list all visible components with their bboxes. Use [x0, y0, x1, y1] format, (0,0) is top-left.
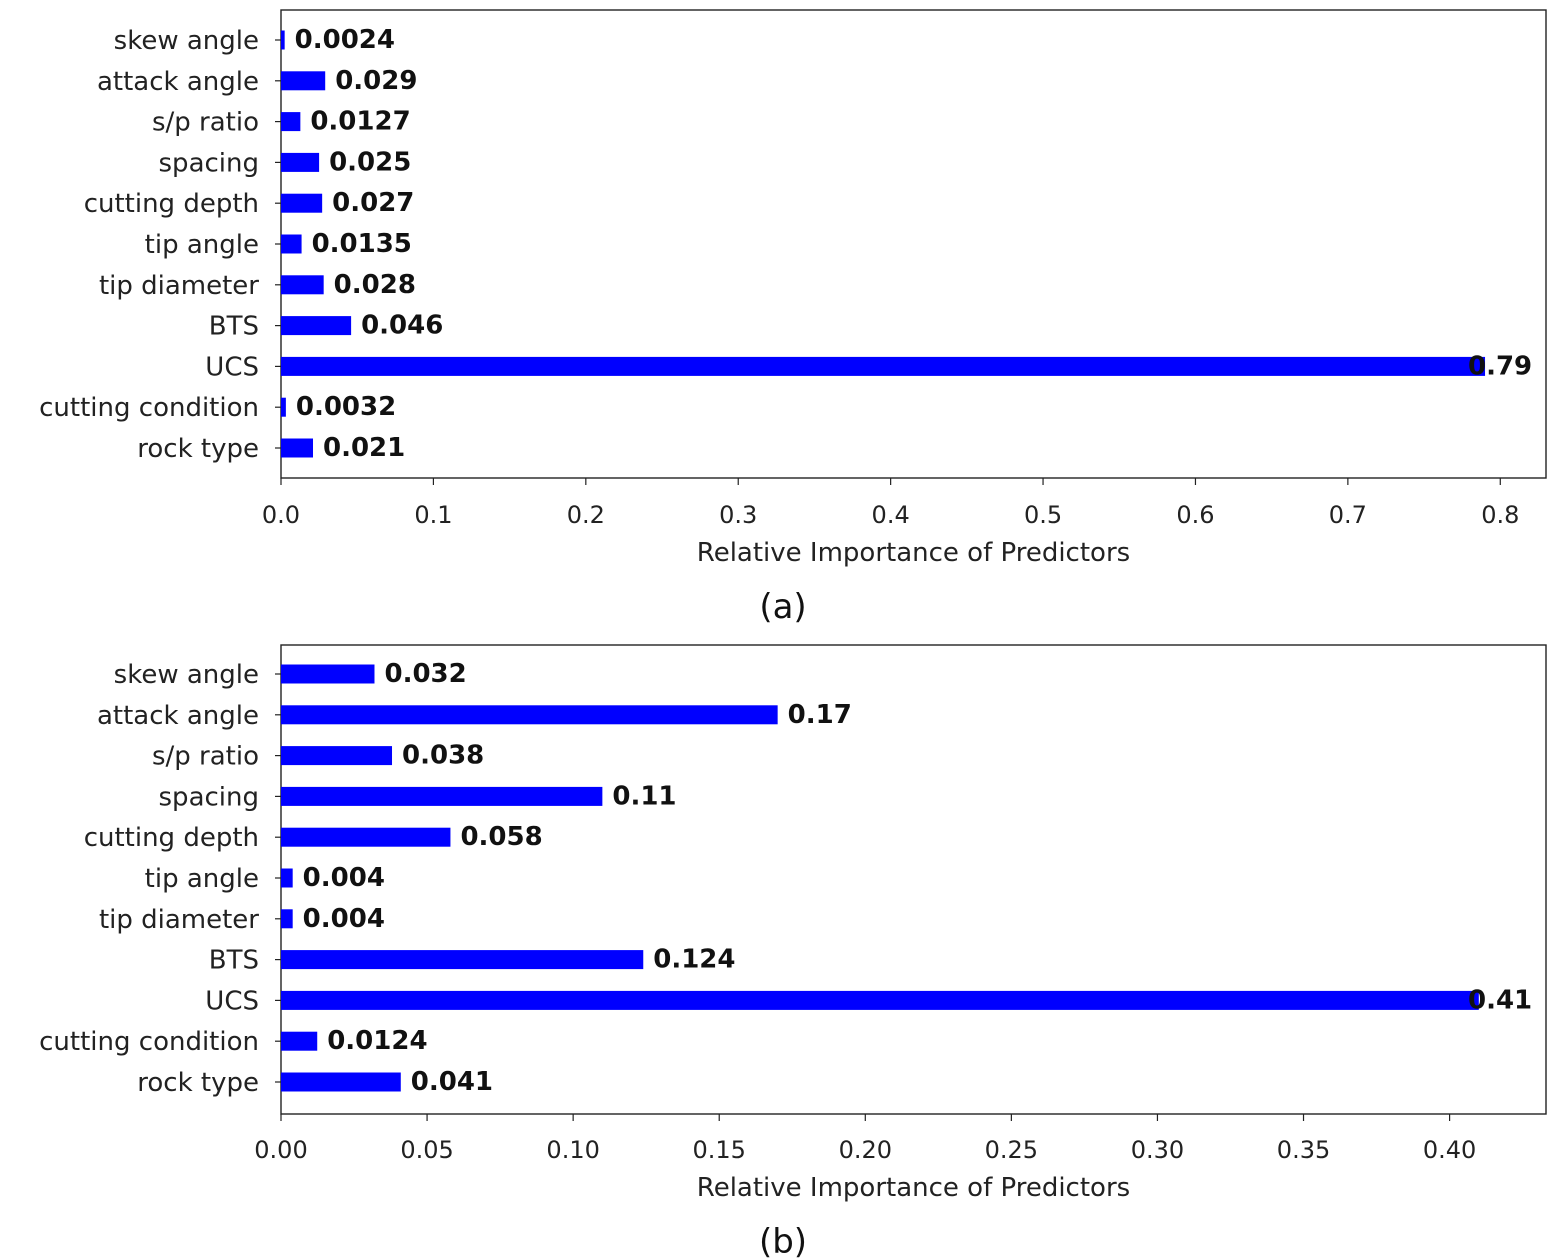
category-label-b-10: rock type [137, 1068, 259, 1098]
x-tick-label-b-1: 0.05 [400, 1136, 453, 1164]
value-label-a-4: 0.027 [332, 188, 414, 218]
bar-b-9 [281, 1031, 318, 1051]
x-tick-label-b-8: 0.40 [1423, 1136, 1476, 1164]
chart-a: skew angle 0.0024 attack angle 0.029 s/p rat… [39, 9, 1547, 627]
x-tick-label-a-3: 0.3 [719, 501, 757, 529]
plot-frame-a [280, 9, 1547, 479]
category-label-b-7: BTS [209, 946, 259, 976]
value-label-a-1: 0.029 [335, 66, 417, 96]
bar-b-5 [281, 868, 293, 888]
value-label-b-2: 0.038 [402, 741, 484, 771]
category-label-b-2: s/p ratio [152, 742, 259, 772]
value-label-a-10: 0.021 [323, 433, 405, 463]
x-tick-label-a-7: 0.7 [1329, 501, 1367, 529]
bar-a-4 [281, 193, 323, 213]
bar-b-4 [281, 827, 451, 847]
x-tick-label-a-5: 0.5 [1024, 501, 1062, 529]
x-tick-label-a-8: 0.8 [1481, 501, 1519, 529]
bar-a-5 [281, 234, 302, 254]
bar-a-8 [281, 356, 1486, 376]
value-label-a-2: 0.0127 [310, 107, 410, 137]
bar-a-1 [281, 71, 326, 91]
category-label-a-9: cutting condition [39, 393, 259, 423]
bar-b-7 [281, 950, 644, 970]
x-tick-label-a-4: 0.4 [872, 501, 910, 529]
value-label-a-5: 0.0135 [312, 229, 412, 259]
category-label-a-1: attack angle [97, 67, 259, 97]
category-label-b-4: cutting depth [84, 823, 259, 853]
value-label-b-4: 0.058 [460, 822, 542, 852]
bar-b-2 [281, 746, 393, 766]
category-label-a-8: UCS [205, 352, 259, 382]
value-label-b-6: 0.004 [303, 904, 385, 934]
value-label-a-9: 0.0032 [296, 392, 396, 422]
x-tick-label-b-2: 0.10 [546, 1136, 599, 1164]
category-label-a-7: BTS [209, 312, 259, 342]
bar-a-2 [281, 112, 301, 132]
bar-a-0 [281, 30, 285, 50]
category-label-a-6: tip diameter [99, 271, 259, 301]
category-label-b-0: skew angle [114, 660, 259, 690]
bar-b-1 [281, 705, 778, 725]
value-label-b-0: 0.032 [384, 659, 466, 689]
value-label-b-7: 0.124 [653, 945, 735, 975]
bar-a-6 [281, 275, 324, 295]
x-tick-label-b-0: 0.00 [254, 1136, 307, 1164]
bar-a-9 [281, 397, 286, 417]
value-label-b-8: 0.41 [1468, 985, 1532, 1015]
value-label-b-9: 0.0124 [327, 1026, 427, 1056]
x-tick-label-a-2: 0.2 [567, 501, 605, 529]
value-label-a-6: 0.028 [334, 270, 416, 300]
x-tick-label-b-4: 0.20 [839, 1136, 892, 1164]
x-tick-label-a-0: 0.0 [262, 501, 300, 529]
caption-b: (b) [759, 1222, 807, 1260]
caption-a: (a) [759, 587, 806, 627]
category-label-b-5: tip angle [145, 864, 259, 894]
x-tick-label-b-3: 0.15 [693, 1136, 746, 1164]
category-label-a-10: rock type [137, 434, 259, 464]
x-axis-label-a: Relative Importance of Predictors [697, 538, 1130, 568]
value-label-b-10: 0.041 [411, 1067, 493, 1097]
category-label-a-2: s/p ratio [152, 108, 259, 138]
category-label-b-9: cutting condition [39, 1027, 259, 1057]
bar-b-10 [281, 1072, 401, 1092]
x-tick-label-a-6: 0.6 [1176, 501, 1214, 529]
x-tick-label-b-7: 0.35 [1277, 1136, 1330, 1164]
category-label-b-8: UCS [205, 986, 259, 1016]
value-label-b-1: 0.17 [788, 700, 852, 730]
bar-b-3 [281, 786, 603, 806]
x-tick-label-b-6: 0.30 [1131, 1136, 1184, 1164]
category-label-b-3: spacing [159, 782, 259, 812]
chart-b: skew angle 0.032 attack angle 0.17 s/p ratio… [39, 644, 1547, 1260]
x-tick-label-b-5: 0.25 [985, 1136, 1038, 1164]
value-label-a-3: 0.025 [329, 147, 411, 177]
category-label-a-4: cutting depth [84, 189, 259, 219]
bar-a-7 [281, 316, 352, 336]
x-tick-label-a-1: 0.1 [414, 501, 452, 529]
category-label-a-3: spacing [159, 148, 259, 178]
category-label-b-6: tip diameter [99, 905, 259, 935]
value-label-b-3: 0.11 [612, 781, 676, 811]
value-label-a-8: 0.79 [1468, 351, 1532, 381]
x-axis-label-b: Relative Importance of Predictors [697, 1173, 1130, 1203]
value-label-a-7: 0.046 [361, 311, 443, 341]
bar-a-10 [281, 438, 314, 458]
value-label-a-0: 0.0024 [295, 25, 395, 55]
category-label-a-5: tip angle [145, 230, 259, 260]
bar-b-8 [281, 990, 1479, 1010]
category-label-a-0: skew angle [114, 26, 259, 56]
category-label-b-1: attack angle [97, 701, 259, 731]
value-label-b-5: 0.004 [303, 863, 385, 893]
bar-b-0 [281, 664, 375, 684]
bar-a-3 [281, 152, 320, 172]
bar-b-6 [281, 909, 293, 929]
